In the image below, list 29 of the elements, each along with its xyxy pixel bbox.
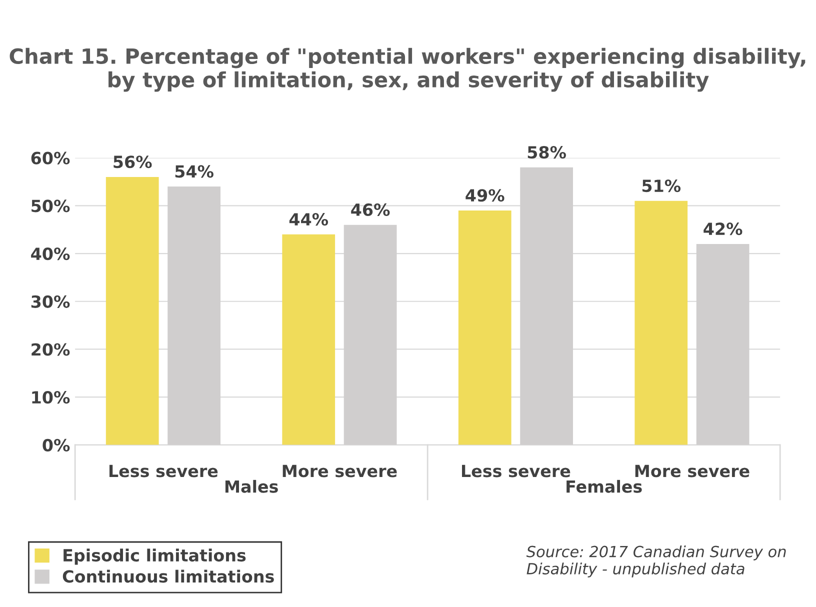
bar [458, 210, 512, 445]
legend-label: Episodic limitations [64, 548, 246, 565]
data-label: 46% [351, 203, 390, 216]
y-tick-label: 30% [31, 295, 70, 308]
data-label: 56% [114, 156, 152, 168]
bar [634, 200, 688, 445]
data-label: 58% [528, 146, 566, 159]
y-tick-label: 0% [42, 438, 70, 452]
y-tick-label: 10% [32, 391, 70, 404]
bar [282, 234, 336, 445]
data-label: 44% [289, 212, 328, 226]
x-tick-label: Less severe [462, 464, 570, 478]
text: Males [225, 480, 278, 493]
source-note: Source: 2017 Canadian Survey on Disability - unpublished data [526, 546, 786, 578]
legend-label: Continuous limitations [62, 570, 274, 583]
data-label: 42% [704, 222, 742, 236]
chart-title: Chart 15. Percentage of "potential workers" experiencing disability, by type of limitation, sex, and severity of disability [10, 48, 806, 92]
data-label: 51% [642, 179, 681, 192]
y-tick-label: 50% [32, 200, 70, 212]
y-tick-label: 40% [31, 247, 70, 260]
data-label: 49% [466, 189, 504, 202]
x-tick-label: Less severe [109, 464, 218, 478]
data-label: 54% [175, 165, 214, 178]
text: Females [566, 480, 642, 493]
y-tick-label: 20% [32, 343, 70, 356]
bar [106, 176, 159, 445]
x-tick-label: More severe [282, 464, 397, 478]
y-tick-label: 60% [31, 152, 70, 164]
x-tick-label: More severe [635, 464, 750, 478]
